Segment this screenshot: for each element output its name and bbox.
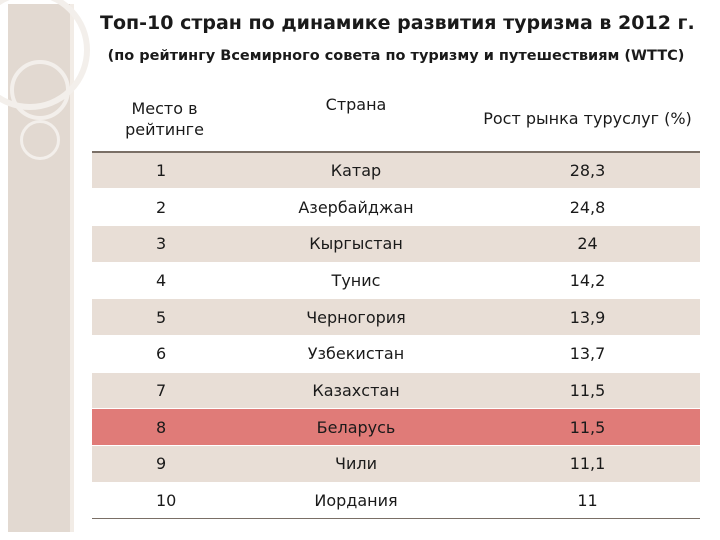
table-row-highlighted: 8 Беларусь 11,5: [92, 408, 700, 446]
growth-cell: 13,9: [475, 298, 700, 336]
growth-cell: 13,7: [569, 344, 606, 364]
rank-cell: 5: [92, 298, 237, 336]
growth-cell: 24: [475, 224, 700, 263]
page-title: Топ-10 стран по динамике развития туризм…: [100, 12, 695, 34]
country-cell: Черногория: [237, 298, 475, 336]
page-subtitle: (по рейтингу Всемирного совета по туризм…: [107, 48, 685, 64]
growth-cell: 11,1: [475, 445, 700, 483]
column-header-country: Страна: [237, 86, 475, 153]
column-header-growth: Рост рынка туруслуг (%): [475, 86, 700, 153]
rank-cell: 10: [92, 482, 237, 520]
growth-cell: 11,5: [475, 408, 700, 446]
rank-cell: 8: [92, 408, 237, 446]
table-header-row: Место в рейтинге Страна Рост рынка турус…: [92, 86, 700, 153]
decorative-side-band-edge: [70, 4, 74, 532]
table-row: 6 Узбекистан 13,7: [92, 335, 700, 373]
country-cell: Иордания: [237, 482, 475, 520]
table-row: 10 Иордания 11: [92, 482, 700, 520]
table-row: 1 Катар 28,3: [92, 151, 700, 190]
growth-cell: 24,8: [569, 197, 606, 217]
growth-cell: 11,5: [475, 371, 700, 410]
rank-cell: 9: [92, 445, 237, 483]
rank-cell: 6: [156, 344, 167, 364]
country-cell: Чили: [237, 445, 475, 483]
country-cell: Беларусь: [237, 408, 475, 446]
country-cell: Азербайджан: [298, 197, 414, 217]
rank-cell: 7: [92, 371, 237, 410]
country-cell: Тунис: [331, 270, 381, 290]
table-row: 7 Казахстан 11,5: [92, 371, 700, 410]
rank-cell: 4: [156, 270, 167, 290]
country-cell: Катар: [237, 151, 475, 190]
rank-cell: 3: [92, 224, 237, 263]
country-cell: Узбекистан: [307, 344, 405, 364]
table-row: 2 Азербайджан 24,8: [92, 188, 700, 226]
growth-cell: 14,2: [569, 270, 606, 290]
rank-cell: 1: [92, 151, 237, 190]
rank-cell: 2: [156, 197, 167, 217]
ranking-table: Место в рейтинге Страна Рост рынка турус…: [92, 86, 700, 520]
table-row: 3 Кыргыстан 24: [92, 224, 700, 263]
country-cell: Казахстан: [237, 371, 475, 410]
table-row: 4 Тунис 14,2: [92, 262, 700, 299]
growth-cell: 28,3: [475, 151, 700, 190]
country-cell: Кыргыстан: [237, 224, 475, 263]
table-row: 5 Черногория 13,9: [92, 298, 700, 336]
table-row: 9 Чили 11,1: [92, 445, 700, 483]
decorative-ring: [10, 60, 70, 120]
growth-cell: 11: [475, 482, 700, 520]
decorative-ring: [20, 120, 60, 160]
column-header-rank: Место в рейтинге: [92, 86, 237, 153]
